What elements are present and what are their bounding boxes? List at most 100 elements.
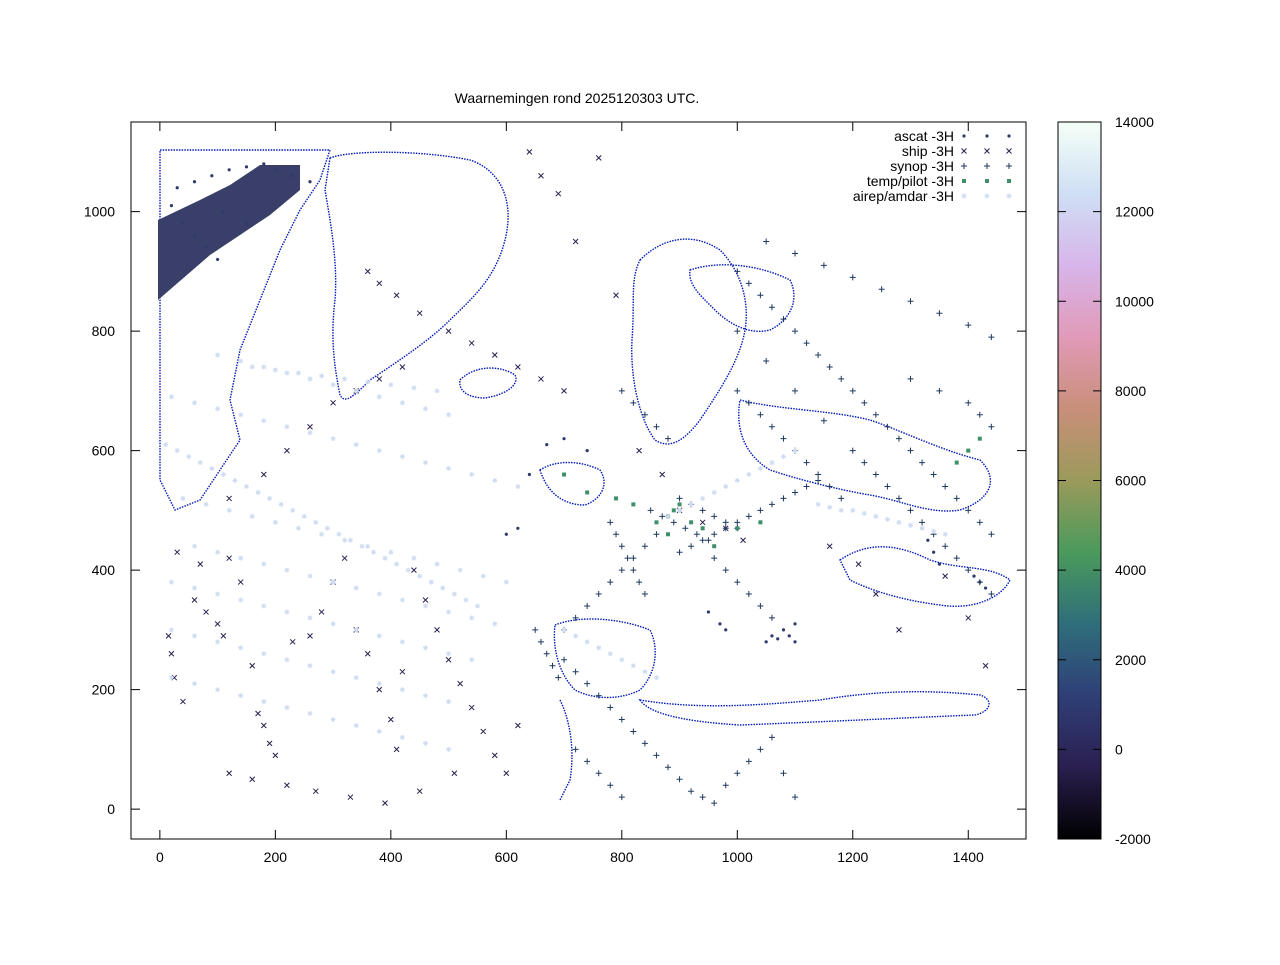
- point-s3-10: [954, 460, 959, 465]
- point-s2-41: [838, 495, 845, 502]
- point-s2-118: [936, 387, 943, 394]
- point-s2-53: [705, 537, 712, 544]
- point-s1-43: [659, 471, 666, 478]
- point-s2-66: [630, 728, 637, 735]
- point-s2-131: [780, 495, 787, 502]
- point-s4-152: [780, 454, 786, 460]
- point-s1-49: [855, 561, 862, 568]
- point-s2-129: [757, 507, 764, 514]
- point-s1-56: [376, 280, 383, 287]
- point-s0-24: [781, 628, 786, 632]
- point-s2-124: [699, 537, 706, 544]
- point-s1-67: [226, 495, 233, 502]
- point-s2-77: [757, 746, 764, 753]
- point-s2-134: [815, 477, 822, 484]
- point-s4-26: [463, 597, 469, 603]
- point-s2-65: [618, 716, 625, 723]
- point-s1-75: [226, 770, 233, 777]
- colorbar-axis: -2000 0 2000 4000 6000 8000 10000 12000 14000: [1058, 114, 1154, 847]
- point-s4-54: [446, 412, 452, 418]
- point-s2-14: [895, 435, 902, 442]
- point-s1-54: [982, 662, 989, 669]
- point-s4-74: [284, 567, 290, 573]
- point-s4-94: [399, 639, 405, 645]
- point-s4-9: [267, 495, 273, 501]
- point-s4-42: [492, 478, 498, 483]
- point-s4-106: [353, 675, 359, 681]
- point-s2-40: [826, 483, 833, 490]
- point-s4-99: [192, 633, 198, 639]
- point-s3-8: [977, 436, 982, 441]
- point-s4-32: [261, 418, 267, 424]
- point-s4-144: [688, 501, 694, 507]
- point-s3-16: [666, 532, 670, 537]
- point-s2-133: [803, 483, 810, 490]
- point-s4-159: [584, 639, 590, 645]
- point-s4-86: [215, 591, 221, 597]
- point-s4-125: [272, 367, 278, 373]
- point-s2-29: [936, 310, 943, 317]
- point-s4-154: [815, 501, 821, 507]
- point-s4-23: [428, 579, 434, 585]
- point-s2-98: [549, 662, 556, 669]
- coastline-4: [553, 618, 656, 699]
- point-s0-31: [718, 622, 722, 626]
- plot-frame: [130, 121, 1027, 840]
- point-s4-43: [515, 483, 521, 489]
- point-s2-79: [780, 770, 787, 777]
- y-tick-label-1000: 1000: [84, 204, 115, 220]
- point-s0-14: [221, 210, 225, 214]
- point-s2-75: [734, 770, 741, 777]
- point-s1-50: [873, 591, 879, 597]
- point-s2-127: [734, 519, 741, 526]
- point-s0-5: [175, 186, 179, 190]
- cbar-tick-label-14000: 14000: [1115, 114, 1154, 130]
- point-s2-35: [768, 423, 775, 430]
- point-s2-109: [953, 555, 960, 562]
- point-s4-3: [197, 460, 203, 466]
- point-s4-0: [163, 442, 169, 448]
- point-s2-81: [572, 746, 579, 753]
- point-s2-87: [572, 614, 579, 621]
- point-s4-95: [422, 645, 428, 651]
- point-s0-32: [706, 610, 711, 614]
- coastline-6: [738, 399, 991, 512]
- y-tick-label-200: 200: [92, 682, 116, 698]
- point-s3-5: [712, 544, 717, 549]
- point-s4-45: [238, 358, 244, 364]
- point-s2-141: [613, 531, 620, 538]
- point-s2-58: [757, 602, 764, 609]
- point-s4-85: [192, 585, 198, 591]
- legend-marker-2-0: [961, 163, 967, 169]
- point-s4-70: [192, 543, 198, 549]
- point-s4-158: [573, 633, 579, 639]
- x-tick-label-800: 800: [610, 849, 634, 865]
- point-s2-19: [953, 495, 960, 502]
- point-s3-6: [735, 526, 740, 531]
- point-s2-105: [907, 507, 914, 514]
- point-s1-68: [260, 471, 267, 478]
- point-s2-111: [976, 579, 983, 586]
- point-s4-49: [330, 382, 336, 388]
- point-s2-6: [803, 340, 810, 347]
- point-s4-12: [301, 513, 307, 519]
- point-s4-141: [942, 531, 948, 537]
- point-s0-13: [308, 180, 312, 184]
- point-s2-28: [907, 298, 914, 305]
- point-s1-25: [399, 668, 406, 675]
- point-s1-69: [284, 447, 290, 454]
- point-s4-123: [446, 746, 452, 752]
- point-s2-68: [653, 752, 660, 759]
- point-s4-28: [168, 394, 174, 400]
- point-s4-113: [215, 687, 221, 693]
- point-s4-47: [284, 370, 290, 376]
- point-s4-92: [353, 627, 359, 633]
- point-s2-38: [803, 459, 810, 466]
- point-s4-72: [238, 555, 244, 561]
- point-s0-9: [244, 165, 249, 169]
- point-s2-27: [878, 286, 885, 293]
- point-s4-150: [757, 466, 763, 472]
- point-s4-134: [861, 510, 867, 516]
- point-s2-71: [688, 788, 695, 795]
- coastline-3: [459, 367, 517, 399]
